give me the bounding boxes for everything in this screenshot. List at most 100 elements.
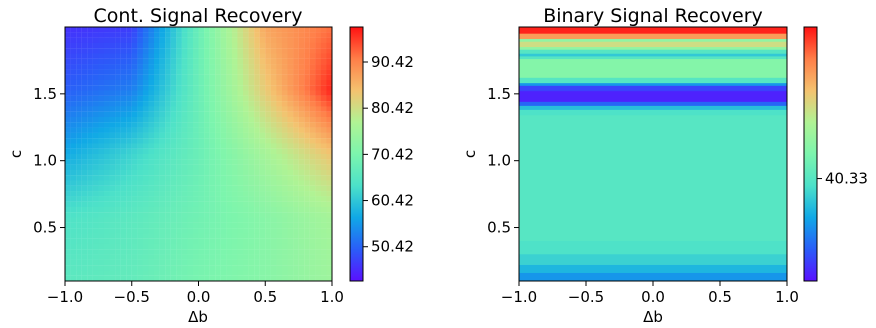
heatmap-cell xyxy=(226,212,233,218)
heatmap-cell xyxy=(248,217,255,223)
heatmap-cell xyxy=(176,69,182,75)
heatmap-cell xyxy=(142,32,149,38)
heatmap-cell xyxy=(204,143,210,149)
heatmap-cell xyxy=(165,175,171,181)
heatmap-cell xyxy=(148,27,155,33)
heatmap-cell xyxy=(259,90,266,96)
heatmap-cell xyxy=(176,201,182,208)
heatmap-cell xyxy=(181,148,188,155)
heatmap-cell xyxy=(220,154,227,160)
heatmap-cell xyxy=(98,270,105,276)
heatmap-cell xyxy=(87,132,93,139)
heatmap-cell xyxy=(315,206,322,213)
heatmap-cell xyxy=(198,196,205,202)
heatmap-cell xyxy=(170,254,177,260)
heatmap-cell xyxy=(259,42,266,49)
right-x-tick-label: 1.0 xyxy=(775,288,799,306)
heatmap-cell xyxy=(159,154,166,160)
heatmap-cell xyxy=(281,175,288,181)
heatmap-cell xyxy=(287,127,294,133)
heatmap-cell xyxy=(170,127,177,133)
heatmap-cell xyxy=(153,201,160,208)
heatmap-cell xyxy=(243,185,249,192)
heatmap-cell xyxy=(265,254,271,260)
heatmap-band xyxy=(519,105,787,111)
heatmap-cell xyxy=(131,85,138,91)
heatmap-cell xyxy=(115,116,121,123)
heatmap-cell xyxy=(231,222,238,229)
heatmap-cell xyxy=(103,37,110,44)
heatmap-cell xyxy=(326,180,332,186)
heatmap-cell xyxy=(192,58,199,65)
heatmap-cell xyxy=(204,37,210,44)
heatmap-cell xyxy=(276,37,283,44)
heatmap-cell xyxy=(254,48,260,54)
heatmap-cell xyxy=(293,196,299,202)
heatmap-cell xyxy=(298,95,305,102)
heatmap-cell xyxy=(254,79,260,86)
heatmap-cell xyxy=(309,154,316,160)
heatmap-cell xyxy=(248,206,255,213)
heatmap-cell xyxy=(142,196,149,202)
heatmap-cell xyxy=(270,217,277,223)
heatmap-cell xyxy=(65,154,71,160)
heatmap-cell xyxy=(248,275,255,281)
heatmap-cell xyxy=(176,249,182,255)
heatmap-cell xyxy=(298,270,305,276)
heatmap-cell xyxy=(270,48,277,54)
heatmap-cell xyxy=(165,27,171,33)
heatmap-cell xyxy=(92,254,99,260)
heatmap-cell xyxy=(287,32,294,38)
heatmap-cell xyxy=(181,259,188,266)
heatmap-cell xyxy=(87,74,93,81)
heatmap-cell xyxy=(142,265,149,271)
heatmap-cell xyxy=(237,132,244,139)
heatmap-cell xyxy=(281,122,288,128)
heatmap-cell xyxy=(315,201,322,208)
heatmap-cell xyxy=(120,127,127,133)
heatmap-cell xyxy=(98,58,105,65)
heatmap-cell xyxy=(198,180,205,186)
heatmap-cell xyxy=(265,95,271,102)
heatmap-cell xyxy=(142,164,149,171)
heatmap-cell xyxy=(176,191,182,197)
heatmap-cell xyxy=(237,275,244,281)
heatmap-cell xyxy=(287,228,294,234)
heatmap-cell xyxy=(298,116,305,123)
heatmap-cell xyxy=(120,212,127,218)
heatmap-cell xyxy=(315,265,322,271)
heatmap-cell xyxy=(265,27,271,33)
heatmap-cell xyxy=(192,164,199,171)
heatmap-cell xyxy=(192,111,199,118)
heatmap-cell xyxy=(81,159,88,165)
heatmap-cell xyxy=(276,196,283,202)
heatmap-cell xyxy=(176,154,182,160)
heatmap-cell xyxy=(65,265,71,271)
heatmap-cell xyxy=(226,37,233,44)
heatmap-cell xyxy=(298,111,305,118)
heatmap-cell xyxy=(243,106,249,112)
heatmap-cell xyxy=(270,37,277,44)
heatmap-cell xyxy=(81,85,88,91)
heatmap-cell xyxy=(259,259,266,266)
heatmap-cell xyxy=(92,259,99,266)
heatmap-cell xyxy=(87,58,93,65)
heatmap-cell xyxy=(248,74,255,81)
heatmap-cell xyxy=(270,74,277,81)
heatmap-cell xyxy=(254,180,260,186)
heatmap-cell xyxy=(92,132,99,139)
heatmap-cell xyxy=(92,32,99,38)
heatmap-cell xyxy=(159,127,166,133)
heatmap-cell xyxy=(148,254,155,260)
heatmap-cell xyxy=(126,27,132,33)
heatmap-cell xyxy=(231,169,238,176)
heatmap-cell xyxy=(220,201,227,208)
heatmap-cell xyxy=(226,222,233,229)
heatmap-cell xyxy=(254,270,260,276)
right-y-ticks: 0.51.01.5 xyxy=(487,85,519,237)
heatmap-cell xyxy=(248,169,255,176)
heatmap-cell xyxy=(159,27,166,33)
heatmap-cell xyxy=(320,212,327,218)
heatmap-cell xyxy=(153,42,160,49)
heatmap-cell xyxy=(103,201,110,208)
